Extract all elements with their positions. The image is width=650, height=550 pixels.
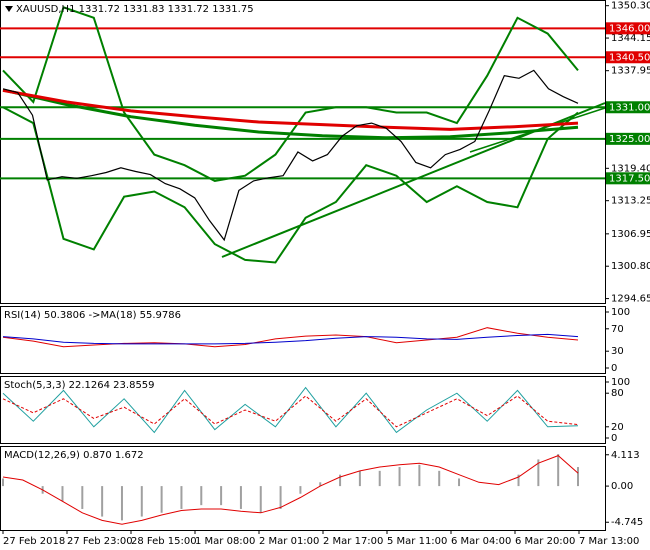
panel-frame <box>0 306 606 374</box>
series-line <box>2 69 579 242</box>
panel-title: XAUUSD,H1 1331.72 1331.83 1331.72 1331.7… <box>16 4 254 15</box>
panel-title: Stoch(5,3,3) 22.1264 23.8559 <box>4 380 155 391</box>
histogram-bar <box>577 467 579 487</box>
x-tick-label: 1 Mar 08:00 <box>195 536 255 547</box>
series-line <box>2 395 579 428</box>
series-line <box>2 327 579 348</box>
histogram-bar <box>61 486 64 502</box>
histogram-bar <box>557 454 560 487</box>
histogram-bar <box>140 486 143 517</box>
level-label: 1346.00 <box>609 23 650 34</box>
collapse-icon <box>5 6 13 12</box>
level-label-box <box>606 132 650 145</box>
x-tick-label: 6 Mar 20:00 <box>515 536 575 547</box>
y-tick-label: 0 <box>611 363 617 374</box>
histogram-bar <box>220 486 223 506</box>
histogram-bar <box>398 467 401 487</box>
histogram-bar <box>200 486 203 506</box>
level-label: 1325.00 <box>609 134 650 145</box>
x-tick-label: 5 Mar 11:00 <box>387 536 447 547</box>
histogram-bar <box>438 470 441 487</box>
histogram-bar <box>358 470 361 487</box>
histogram-bar <box>378 470 381 487</box>
histogram-bar <box>239 486 242 509</box>
histogram-bar <box>81 486 84 509</box>
histogram-bar <box>259 486 262 513</box>
series-line <box>2 88 579 131</box>
series-line <box>2 333 579 345</box>
y-tick-label: 1306.95 <box>611 229 650 240</box>
histogram-bar <box>160 486 163 513</box>
histogram-bar <box>279 486 282 509</box>
y-tick-label: 1337.95 <box>611 66 650 77</box>
x-tick-label: 27 Feb 23:00 <box>67 536 133 547</box>
level-label: 1331.00 <box>609 102 650 113</box>
y-tick-label: 1319.40 <box>611 163 650 174</box>
histogram-bar <box>180 486 183 509</box>
panel-title: RSI(14) 50.3806 ->MA(18) 55.9786 <box>4 310 181 321</box>
x-tick-label: 2 Mar 01:00 <box>259 536 319 547</box>
y-tick-label: 70 <box>611 324 624 335</box>
histogram-bar <box>120 486 123 521</box>
y-tick-label: 4.113 <box>611 450 640 461</box>
x-tick-label: 6 Mar 04:00 <box>451 536 511 547</box>
level-label-box <box>606 101 650 114</box>
histogram-bar <box>418 464 421 487</box>
histogram-bar <box>458 478 461 487</box>
panel-frame <box>0 0 606 304</box>
y-tick-label: 30 <box>611 346 624 357</box>
y-tick-label: 0.00 <box>611 481 633 492</box>
y-tick-label: 1344.15 <box>611 33 650 44</box>
x-tick-label: 7 Mar 13:00 <box>579 536 639 547</box>
panel-frame <box>0 376 606 444</box>
series-line <box>2 106 579 264</box>
x-tick-label: 2 Mar 17:00 <box>323 536 383 547</box>
panel-title: MACD(12,26,9) 0.870 1.672 <box>4 450 144 461</box>
histogram-bar <box>319 482 322 487</box>
y-tick-label: 20 <box>611 422 624 433</box>
y-tick-label: 1294.65 <box>611 294 650 305</box>
histogram-bar <box>101 486 104 517</box>
y-tick-label: 1350.30 <box>611 1 650 12</box>
y-tick-label: 80 <box>611 388 624 399</box>
level-label-box <box>606 22 650 35</box>
y-tick-label: 1300.80 <box>611 261 650 272</box>
series-line <box>2 455 579 525</box>
series-line <box>2 386 579 434</box>
histogram-bar <box>339 474 342 487</box>
histogram-bar <box>299 486 302 494</box>
y-tick-label: 1313.25 <box>611 196 650 207</box>
y-tick-label: -4.745 <box>611 517 643 528</box>
y-tick-label: 100 <box>611 307 630 318</box>
y-tick-label: 0 <box>611 433 617 444</box>
x-tick-label: 27 Feb 2018 <box>3 536 65 547</box>
x-tick-label: 28 Feb 15:00 <box>131 536 197 547</box>
panel-frame <box>0 446 606 531</box>
histogram-bar <box>517 474 520 487</box>
series-line <box>2 88 579 140</box>
histogram-bar <box>537 459 540 487</box>
level-label: 1340.50 <box>609 52 650 63</box>
level-label-box <box>606 51 650 64</box>
level-label-box <box>606 172 650 185</box>
y-tick-label: 100 <box>611 377 630 388</box>
histogram-bar <box>2 478 4 487</box>
level-label: 1317.50 <box>609 173 650 184</box>
